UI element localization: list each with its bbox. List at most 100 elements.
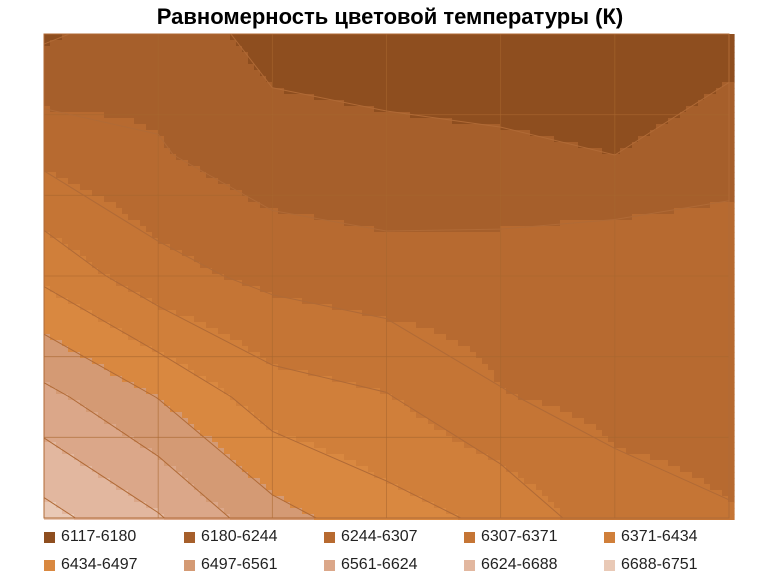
contour-cell: [308, 40, 315, 47]
contour-cell: [122, 238, 129, 245]
contour-cell: [158, 100, 165, 107]
contour-cell: [218, 220, 225, 227]
contour-cell: [158, 124, 165, 131]
contour-cell: [410, 250, 417, 257]
contour-cell: [212, 46, 219, 53]
contour-cell: [692, 52, 699, 59]
contour-cell: [212, 52, 219, 59]
contour-cell: [548, 184, 555, 191]
contour-cell: [668, 40, 675, 47]
contour-cell: [44, 34, 51, 41]
contour-cell: [338, 166, 345, 173]
contour-cell: [332, 160, 339, 167]
contour-cell: [626, 166, 633, 173]
contour-cell: [692, 130, 699, 137]
contour-cell: [176, 202, 183, 209]
contour-cell: [296, 76, 303, 83]
contour-cell: [236, 154, 243, 161]
contour-cell: [188, 172, 195, 179]
contour-cell: [446, 52, 453, 59]
contour-cell: [530, 40, 537, 47]
contour-cell: [494, 160, 501, 167]
contour-cell: [602, 286, 609, 293]
contour-cell: [182, 208, 189, 215]
contour-cell: [236, 64, 243, 71]
contour-cell: [626, 256, 633, 263]
contour-cell: [242, 238, 249, 245]
contour-cell: [320, 46, 327, 53]
contour-cell: [266, 40, 273, 47]
contour-cell: [446, 142, 453, 149]
contour-cell: [392, 286, 399, 293]
contour-cell: [98, 220, 105, 227]
contour-cell: [296, 214, 303, 221]
contour-cell: [236, 268, 243, 275]
contour-cell: [686, 274, 693, 281]
contour-cell: [692, 112, 699, 119]
contour-cell: [164, 178, 171, 185]
contour-cell: [212, 256, 219, 263]
contour-cell: [362, 148, 369, 155]
contour-cell: [506, 166, 513, 173]
contour-cell: [74, 232, 81, 239]
contour-cell: [614, 112, 621, 119]
contour-cell: [596, 82, 603, 89]
contour-cell: [236, 76, 243, 83]
contour-cell: [680, 58, 687, 65]
contour-cell: [230, 274, 237, 281]
contour-cell: [62, 172, 69, 179]
contour-cell: [254, 142, 261, 149]
contour-cell: [470, 286, 477, 293]
contour-cell: [350, 88, 357, 95]
contour-cell: [140, 124, 147, 131]
contour-cell: [506, 124, 513, 131]
contour-cell: [56, 124, 63, 131]
contour-cell: [404, 148, 411, 155]
contour-cell: [212, 64, 219, 71]
contour-cell: [470, 280, 477, 287]
contour-cell: [326, 274, 333, 281]
contour-cell: [476, 196, 483, 203]
contour-cell: [92, 214, 99, 221]
contour-cell: [548, 244, 555, 251]
contour-cell: [200, 274, 207, 281]
contour-cell: [404, 268, 411, 275]
contour-cell: [188, 94, 195, 101]
contour-cell: [452, 148, 459, 155]
contour-cell: [398, 214, 405, 221]
contour-cell: [692, 76, 699, 83]
contour-cell: [704, 280, 711, 287]
contour-cell: [572, 214, 579, 221]
contour-cell: [110, 202, 117, 209]
contour-cell: [350, 244, 357, 251]
contour-cell: [650, 202, 657, 209]
contour-cell: [560, 178, 567, 185]
contour-cell: [74, 244, 81, 251]
contour-cell: [50, 70, 57, 77]
contour-cell: [644, 286, 651, 293]
contour-cell: [236, 190, 243, 197]
contour-cell: [458, 94, 465, 101]
contour-cell: [638, 244, 645, 251]
contour-cell: [104, 106, 111, 113]
contour-cell: [146, 88, 153, 95]
contour-cell: [722, 130, 729, 137]
contour-cell: [218, 292, 225, 299]
contour-cell: [284, 52, 291, 59]
contour-cell: [698, 220, 705, 227]
contour-cell: [188, 238, 195, 245]
contour-cell: [626, 190, 633, 197]
contour-cell: [446, 238, 453, 245]
contour-cell: [524, 154, 531, 161]
contour-cell: [170, 292, 177, 299]
contour-cell: [530, 160, 537, 167]
contour-cell: [224, 136, 231, 143]
contour-cell: [284, 196, 291, 203]
contour-cell: [146, 172, 153, 179]
contour-cell: [560, 154, 567, 161]
contour-cell: [206, 100, 213, 107]
contour-cell: [380, 226, 387, 233]
contour-cell: [710, 184, 717, 191]
contour-cell: [206, 40, 213, 47]
contour-cell: [50, 208, 57, 215]
